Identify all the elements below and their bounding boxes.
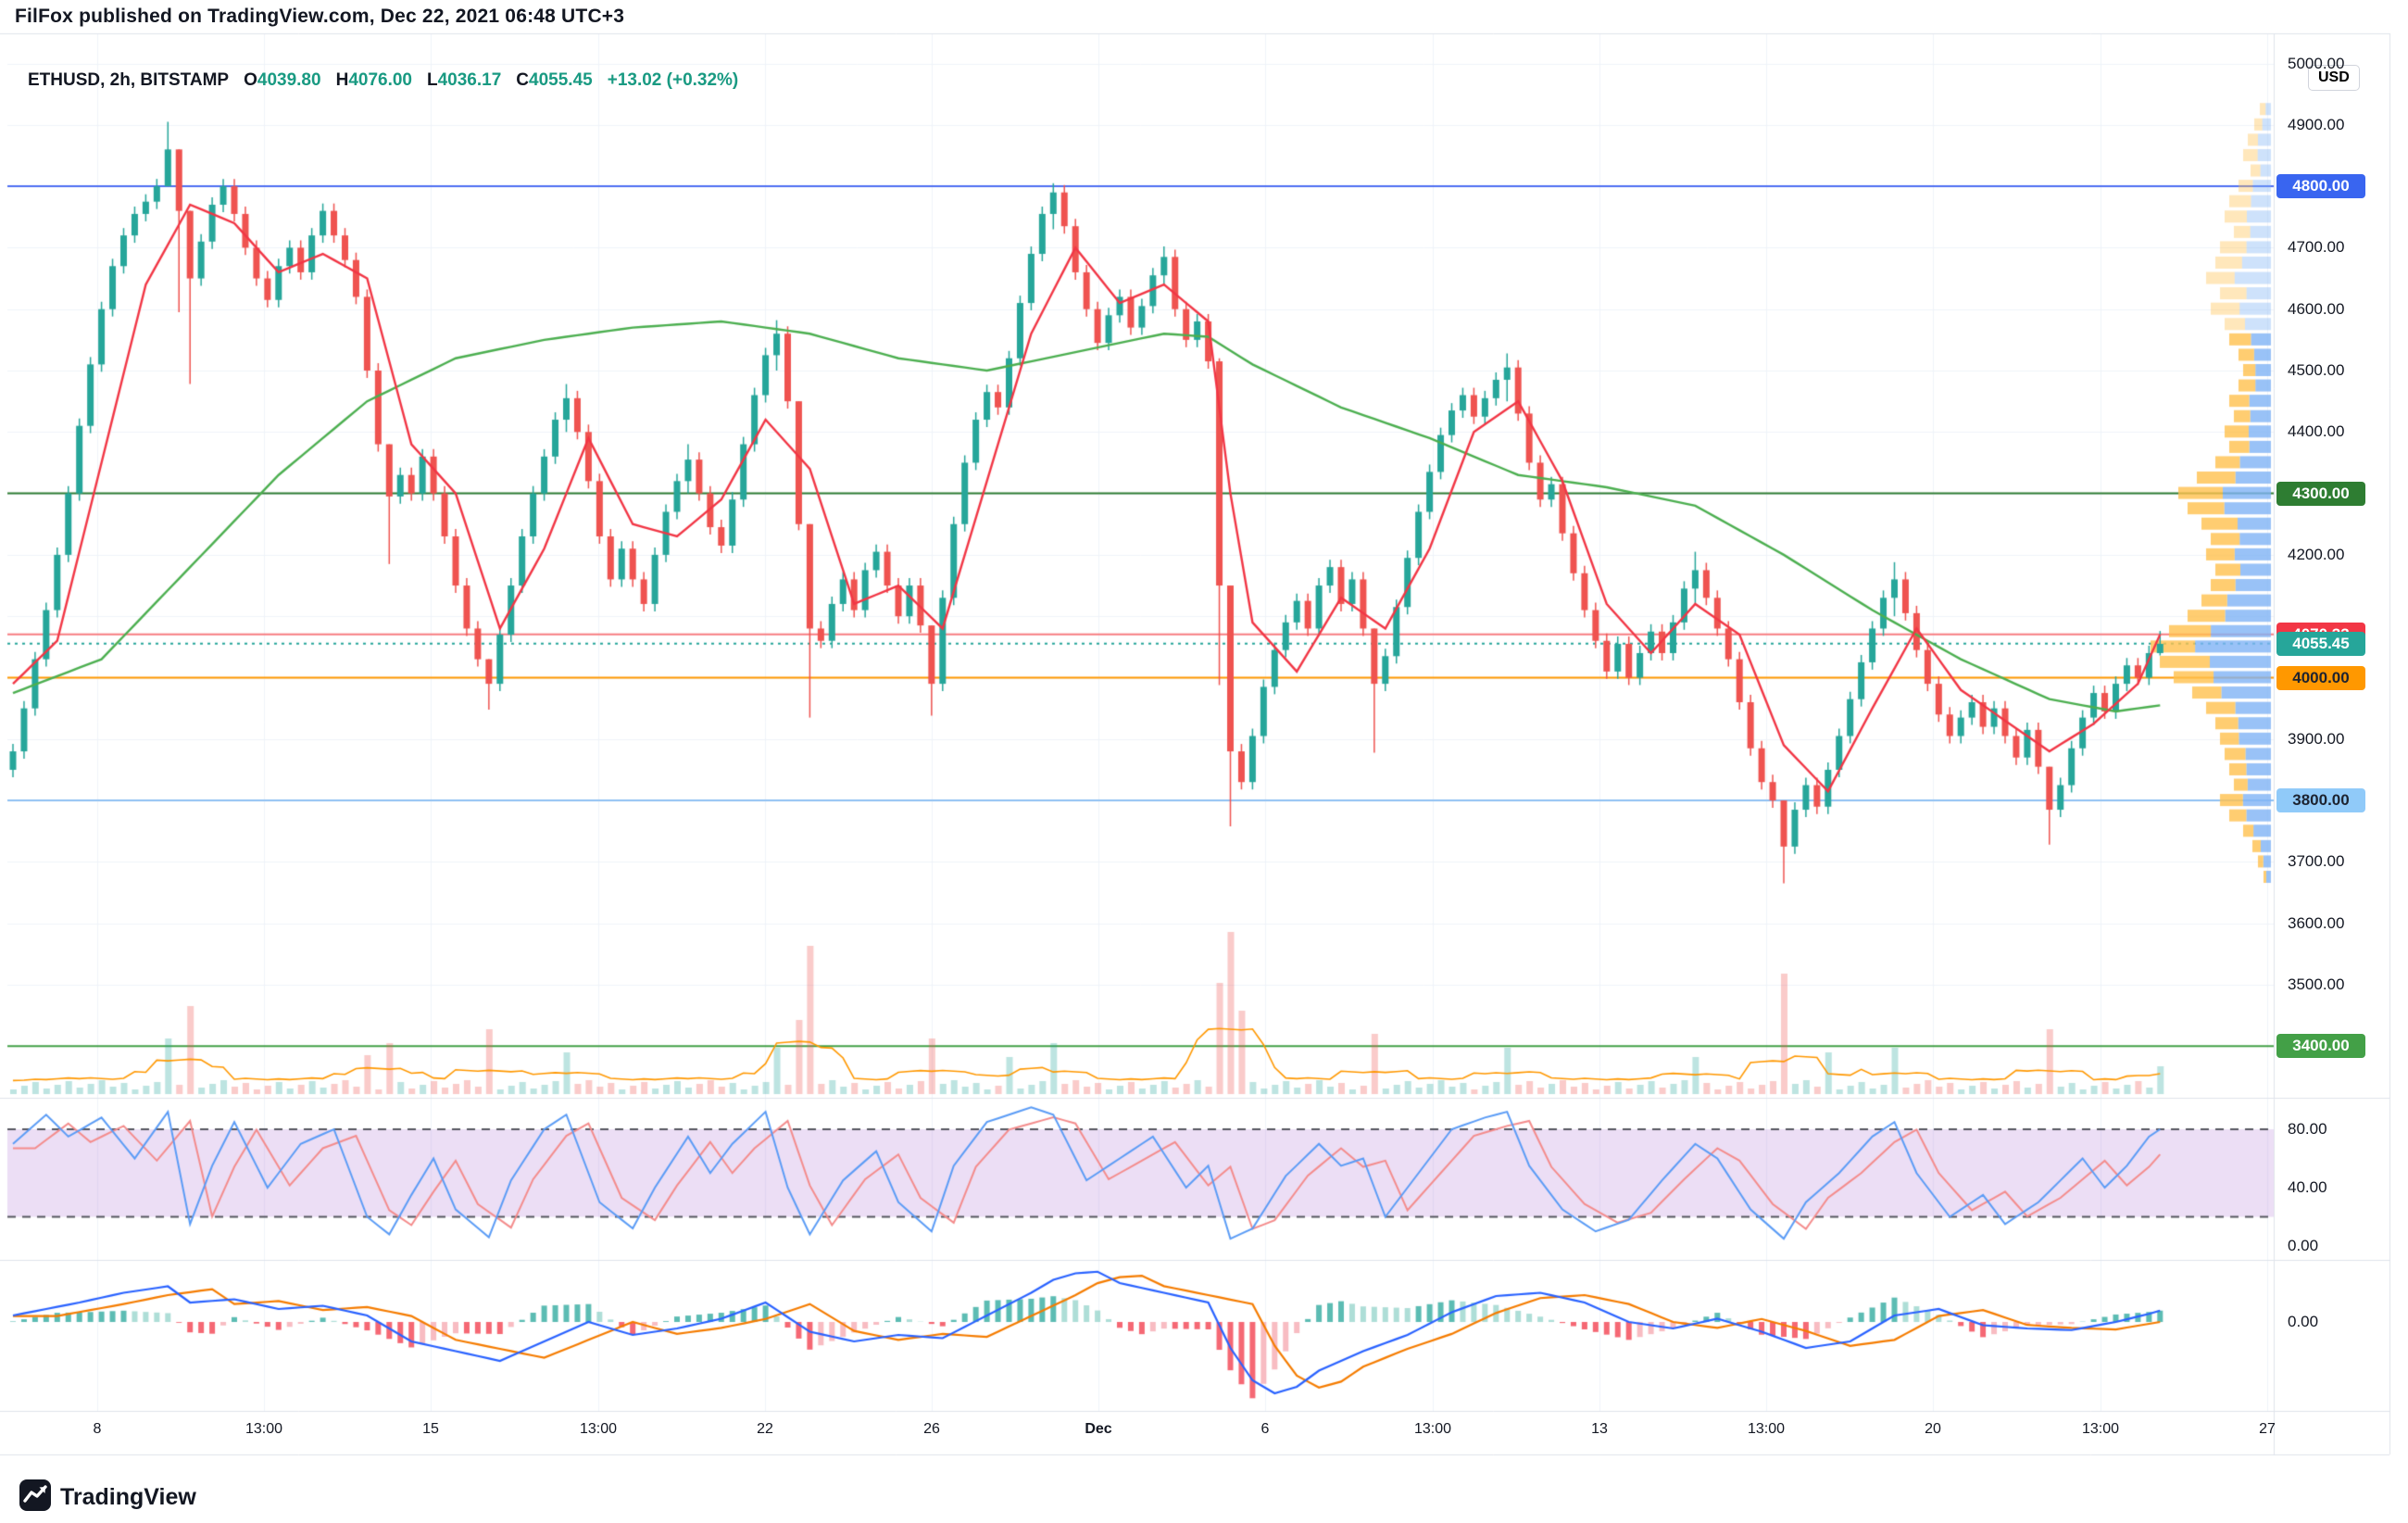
price-tick: 3700.00 [2288,852,2345,871]
time-tick: Dec [1085,1421,1112,1437]
price-tick: 5000.00 [2288,54,2345,72]
price-tick: 4900.00 [2288,115,2345,133]
ohlc-high: H4076.00 [335,70,412,90]
time-tick: 13 [1591,1421,1608,1437]
ohlc-low: L4036.17 [427,70,502,90]
time-tick: 27 [2259,1421,2276,1437]
time-tick: 13:00 [2081,1421,2120,1437]
tradingview-logo-icon [19,1479,52,1517]
price-badge: 4000.00 [2276,665,2365,690]
symbol-name: ETHUSD, 2h, BITSTAMP [28,70,230,90]
price-badge: 3800.00 [2276,788,2365,813]
time-tick: 22 [757,1421,773,1437]
time-tick: 13:00 [579,1421,618,1437]
price-badge: 4055.45 [2276,631,2365,656]
time-tick: 6 [1260,1421,1270,1437]
price-badge: 3400.00 [2276,1034,2365,1059]
indicator-tick: 0.00 [2288,1237,2319,1254]
change-value: +13.02 (+0.32%) [607,70,739,90]
time-tick: 26 [923,1421,940,1437]
price-badge: 4800.00 [2276,174,2365,199]
indicator-tick: 80.00 [2288,1120,2327,1138]
time-tick: 15 [422,1421,439,1437]
time-tick: 20 [1925,1421,1941,1437]
indicator-tick: 0.00 [2288,1313,2319,1330]
tradingview-logo-text: TradingView [60,1484,196,1510]
symbol-legend: ETHUSD, 2h, BITSTAMP O4039.80 H4076.00 L… [28,70,738,91]
price-tick: 3600.00 [2288,913,2345,932]
currency-toggle-button[interactable]: USD [2308,65,2360,91]
price-tick: 3900.00 [2288,729,2345,748]
time-tick: 8 [93,1421,102,1437]
price-tick: 4600.00 [2288,299,2345,318]
indicator-tick: 40.00 [2288,1178,2327,1196]
ohlc-open: O4039.80 [244,70,321,90]
price-tick: 3500.00 [2288,975,2345,993]
time-tick: 13:00 [245,1421,283,1437]
time-tick: 13:00 [1747,1421,1786,1437]
page-title: FilFox published on TradingView.com, Dec… [15,6,625,27]
price-tick: 4700.00 [2288,238,2345,257]
tradingview-logo[interactable]: TradingView [19,1479,196,1517]
ohlc-close: C4055.45 [516,70,593,90]
price-badge: 4300.00 [2276,481,2365,506]
price-tick: 4400.00 [2288,422,2345,441]
price-tick: 4200.00 [2288,545,2345,563]
time-tick: 13:00 [1413,1421,1452,1437]
price-tick: 4500.00 [2288,361,2345,379]
